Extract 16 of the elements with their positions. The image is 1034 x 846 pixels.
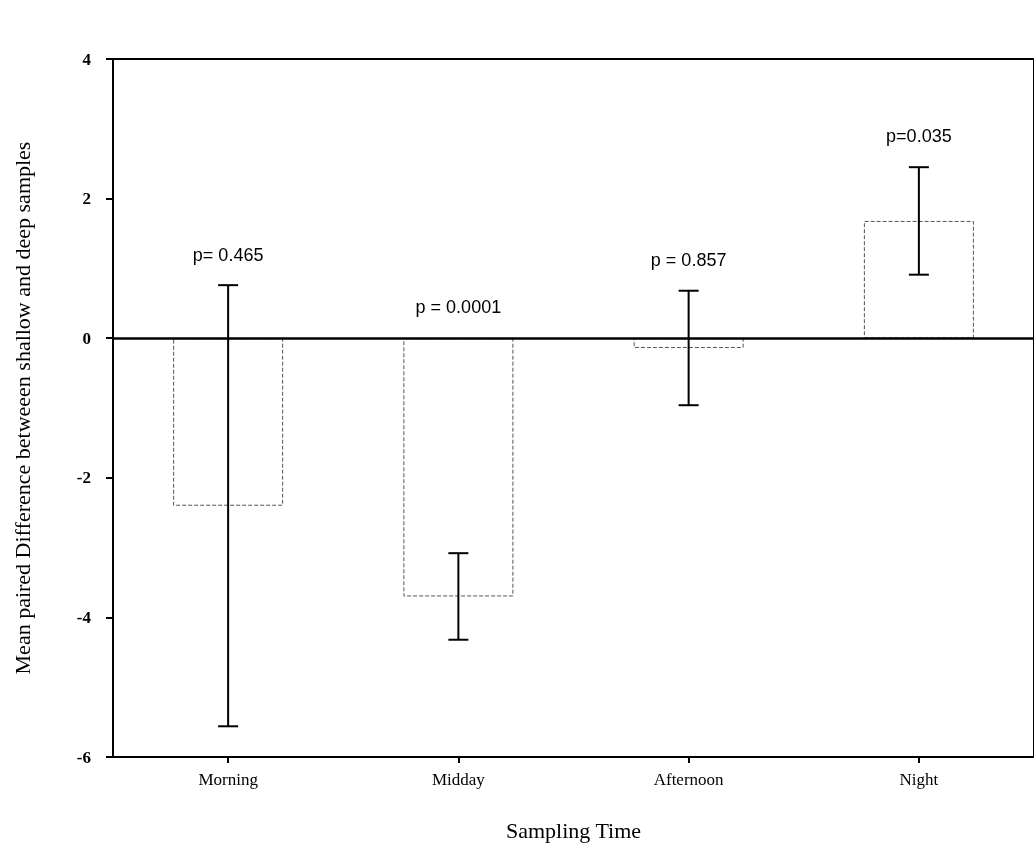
x-axis-title: Sampling Time [505,817,642,843]
x-tick-label: Afternoon [653,770,725,789]
y-axis-title: Mean paired Difference betweeen shallow and deep samples [9,141,35,675]
y-tick-label: 0 [82,328,91,348]
annotation: p=0.035 [886,126,952,147]
y-tick-label: -2 [76,468,91,488]
y-tick-label: 2 [82,189,91,209]
x-tick-label: Night [899,770,939,789]
annotation: p = 0.0001 [415,297,502,318]
annotation: p= 0.465 [192,244,264,265]
annotation: p = 0.857 [650,249,727,270]
x-tick-label: Morning [198,770,259,789]
y-tick-label: -4 [76,607,92,627]
y-tick-label: -6 [76,747,91,767]
y-tick-label: 4 [82,49,92,69]
x-tick-label: Midday [431,770,486,789]
